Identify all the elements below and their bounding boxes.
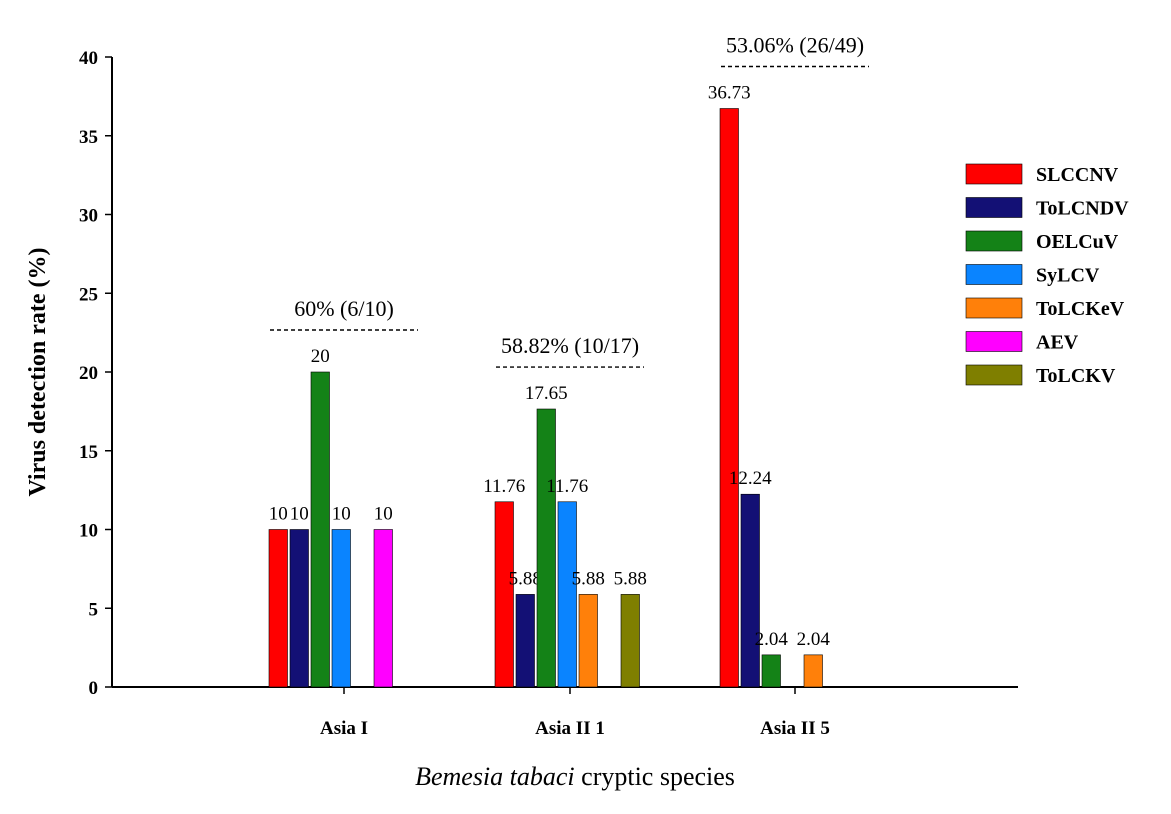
data-label-sylcv-asia-ii-1: 11.76: [546, 476, 588, 497]
bar-tolckev-asia-ii-5: [803, 654, 823, 688]
data-label-tolcndv-asia-ii-1: 5.88: [509, 568, 542, 589]
data-label-tolcndv-asia-i: 10: [290, 504, 309, 525]
bar-slccnv-asia-i: [268, 529, 288, 688]
data-label-aev-asia-i: 10: [374, 504, 393, 525]
legend-label-tolcndv: ToLCNDV: [1036, 198, 1129, 220]
data-label-oelcuv-asia-ii-1: 17.65: [525, 383, 568, 404]
legend-swatch-oelcuv: [965, 230, 1023, 252]
legend-label-slccnv: SLCCNV: [1036, 164, 1119, 186]
legend-swatch-tolcndv: [965, 197, 1023, 218]
y-tick-label: 15: [79, 442, 98, 463]
data-label-tolckev-asia-ii-5: 2.04: [797, 629, 831, 650]
bar-slccnv-asia-ii-5: [719, 108, 739, 688]
x-axis-title-italic: Bemesia tabaci: [415, 762, 575, 791]
y-tick-label: 30: [79, 206, 98, 227]
bar-tolcndv-asia-ii-1: [515, 594, 535, 688]
y-axis-title: Virus detection rate (%): [25, 247, 51, 496]
bar-tolcndv-asia-ii-5: [740, 493, 760, 688]
data-label-slccnv-asia-ii-5: 36.73: [708, 83, 751, 104]
legend-swatch-tolckv: [965, 364, 1023, 386]
bar-oelcuv-asia-ii-5: [761, 654, 781, 688]
data-label-slccnv-asia-i: 10: [269, 504, 288, 525]
y-tick-label: 25: [79, 284, 98, 305]
bar-tolckv-asia-ii-1: [620, 594, 640, 688]
data-label-slccnv-asia-ii-1: 11.76: [483, 476, 525, 497]
legend-swatch-tolckev: [965, 297, 1023, 319]
y-tick-label: 0: [89, 678, 99, 699]
y-tick-label: 20: [79, 363, 98, 384]
group-annotation-asia-ii-1: 58.82% (10/17): [501, 333, 639, 358]
axes: 0 5 10 15 20 25 30 35 40 Asia I Asia II 1 Asia II 5…: [25, 48, 1018, 791]
x-tick-label-asia-ii-1: Asia II 1: [535, 718, 605, 739]
legend-label-tolckev: ToLCKeV: [1036, 298, 1125, 320]
x-tick-label-asia-ii-5: Asia II 5: [760, 718, 830, 739]
bar-sylcv-asia-ii-1: [557, 501, 577, 688]
annotations: 60% (6/10) 58.82% (10/17) 53.06% (26/49): [270, 33, 869, 368]
x-tick-label-asia-i: Asia I: [320, 718, 368, 739]
legend-label-tolckv: ToLCKV: [1036, 365, 1116, 387]
y-tick-label: 10: [79, 521, 98, 542]
y-tick-label: 5: [89, 599, 99, 620]
bar-tolckev-asia-ii-1: [578, 594, 598, 688]
group-annotation-asia-ii-5: 53.06% (26/49): [726, 33, 864, 58]
data-label-tolcndv-asia-ii-5: 12.24: [729, 468, 772, 489]
bar-tolcndv-asia-i: [289, 529, 309, 688]
bar-oelcuv-asia-ii-1: [536, 408, 556, 688]
data-label-oelcuv-asia-i: 20: [311, 346, 330, 367]
bar-sylcv-asia-i: [331, 529, 351, 688]
y-tick-label: 40: [79, 48, 98, 69]
data-label-sylcv-asia-i: 10: [332, 504, 351, 525]
data-label-tolckv-asia-ii-1: 5.88: [614, 568, 647, 589]
bar-aev-asia-i: [373, 529, 393, 688]
bar-oelcuv-asia-i: [310, 371, 330, 688]
legend-swatch-aev: [965, 331, 1023, 352]
bar-slccnv-asia-ii-1: [494, 501, 514, 688]
data-label-oelcuv-asia-ii-5: 2.04: [755, 629, 789, 650]
y-tick-label: 35: [79, 127, 98, 148]
legend-swatch-slccnv: [965, 163, 1023, 185]
x-axis-title: Bemesia tabaci cryptic species: [415, 762, 735, 791]
x-axis-title-rest: cryptic species: [575, 762, 735, 791]
legend-label-oelcuv: OELCuV: [1036, 231, 1119, 253]
group-annotation-asia-i: 60% (6/10): [294, 296, 394, 321]
legend: SLCCNV ToLCNDV OELCuV SyLCV ToLCKeV AEV ToLCKV: [965, 163, 1129, 387]
data-label-tolckev-asia-ii-1: 5.88: [572, 568, 605, 589]
legend-swatch-sylcv: [965, 264, 1023, 285]
legend-label-sylcv: SyLCV: [1036, 265, 1100, 287]
legend-label-aev: AEV: [1036, 332, 1079, 354]
